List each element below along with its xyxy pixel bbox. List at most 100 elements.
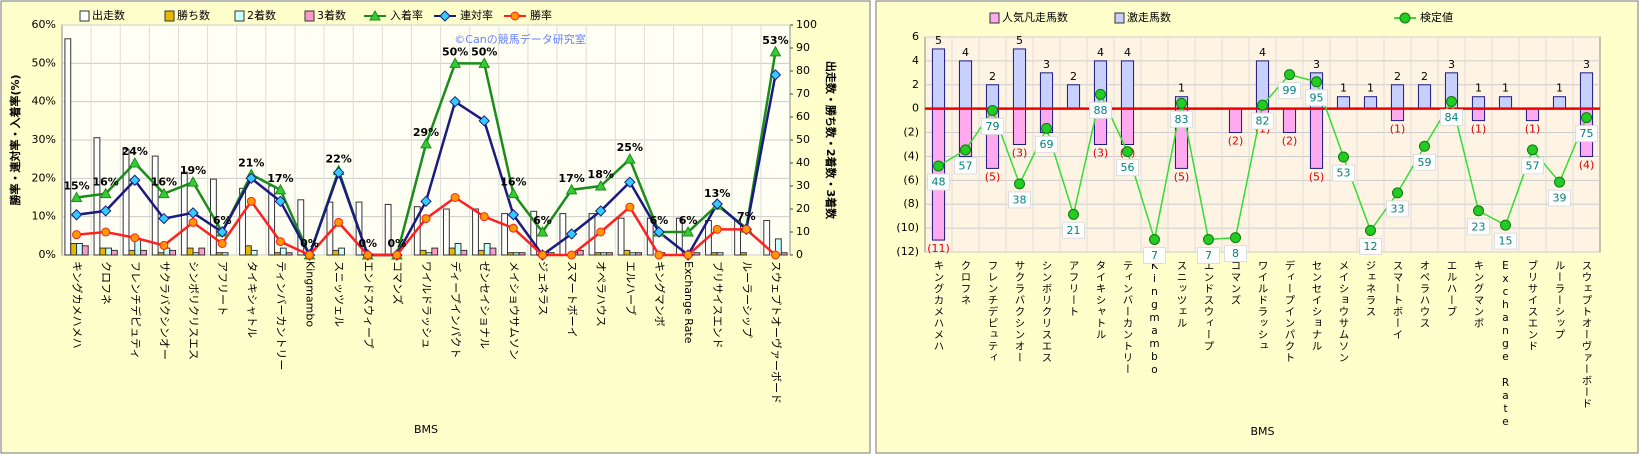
y-tick-label: 0% [39,248,56,261]
x-tick-label: メイショウサムソン [507,261,520,360]
label-box [1494,232,1517,250]
bar [140,249,147,256]
bar-label: 2 [1394,70,1401,83]
marker [624,176,636,188]
y2-tick-label: 100 [796,18,817,31]
marker [450,193,460,202]
x-tick-label: エンドスウィープ [1203,260,1215,352]
line-label: 16% [500,176,526,189]
y-tick-label: (6) [903,173,919,186]
y2-tick-label: 80 [796,64,810,77]
marker [1581,112,1592,124]
marker [1392,187,1403,199]
marker [1068,208,1079,220]
marker [1041,122,1052,134]
marker [246,196,256,206]
bar-label: 2 [1421,70,1428,83]
bar [617,217,625,256]
x-tick-label: ティンバーカントリー [274,261,287,370]
marker [1122,146,1133,158]
label-box [927,173,950,191]
line-label: 53 [1337,167,1351,180]
bar-label: (1) [1471,123,1487,136]
x-tick-label: ゼンセイショナル [478,261,491,349]
bar-label: 3 [1313,58,1320,71]
y-tick-label: (8) [903,197,919,210]
bar [122,148,130,256]
marker [421,214,431,224]
marker [508,223,518,233]
marker [712,224,722,234]
marker [987,104,998,116]
bar [1390,108,1405,122]
marker [101,227,111,237]
marker [1338,151,1349,163]
bar-label: 3 [1583,58,1590,71]
bar [76,243,83,256]
line-label: 22% [325,153,351,166]
marker [478,115,490,127]
bar [931,48,946,110]
marker [99,187,112,199]
x-tick-label: ディープインパクト [449,261,463,359]
line-label: 48 [932,176,946,189]
y-tick-label: (4) [903,149,919,162]
bar-label: (5) [985,170,1001,183]
legend-swatch [1114,12,1125,24]
label-box [1548,189,1571,207]
line-label: 13% [704,187,730,200]
marker [625,202,635,212]
marker [188,217,198,227]
marker [275,237,285,247]
line-label: 0% [388,237,407,250]
marker [72,230,82,240]
x-tick-label: スウェプトオーヴァーボード [769,261,783,404]
x-tick-label: スマートボーイ [566,261,579,338]
x-tick-label: センセイショナル [1311,260,1323,352]
marker [769,45,782,57]
x-tick-label: エルハーブ [1446,260,1458,318]
bar [739,252,747,256]
x-tick-label: Kingmambo [304,261,317,327]
line-label: 7 [1205,249,1212,262]
bar [1363,96,1378,110]
bar-label: 1 [1475,82,1482,95]
x-tick-label: スニッツェル [333,261,346,327]
line-label: 59 [1418,156,1432,169]
marker [158,212,170,225]
x-tick-label: ワイルドラッシュ [1257,260,1269,352]
legend-swatch [79,10,90,22]
bar-label: (5) [1309,170,1325,183]
bar-label: 4 [1259,46,1266,59]
y2-tick-label: 90 [796,41,810,54]
x-tick-label: ルーラーシップ [1554,260,1566,341]
marker [1419,140,1430,152]
x-tick-label: タイキシャトル [245,261,258,338]
label-box [1062,221,1085,239]
y2-axis-title: 出走数・勝ち数・2着数・3着数 [824,61,838,220]
marker [567,250,577,260]
bar [105,247,113,256]
x-tick-label: クロフネ [960,260,972,306]
y2-tick-label: 10 [796,225,810,238]
bar-label: (5) [1174,170,1190,183]
marker [711,198,723,210]
x-tick-label: コマンズ [391,261,405,305]
bar [780,252,788,256]
marker [99,205,112,217]
marker [595,205,607,217]
bar [1525,108,1540,122]
bar [629,252,637,256]
bar [958,60,973,110]
line-label: 23 [1472,220,1486,233]
bar [1390,84,1405,110]
x-tick-label: エルハーブ [624,261,638,315]
marker [449,95,461,108]
label-box [1332,164,1355,182]
bar [1120,60,1135,110]
bar [635,252,642,256]
y2-tick-label: 60 [796,110,810,123]
bar [594,252,602,256]
bar [1120,108,1135,145]
bar [530,210,538,256]
